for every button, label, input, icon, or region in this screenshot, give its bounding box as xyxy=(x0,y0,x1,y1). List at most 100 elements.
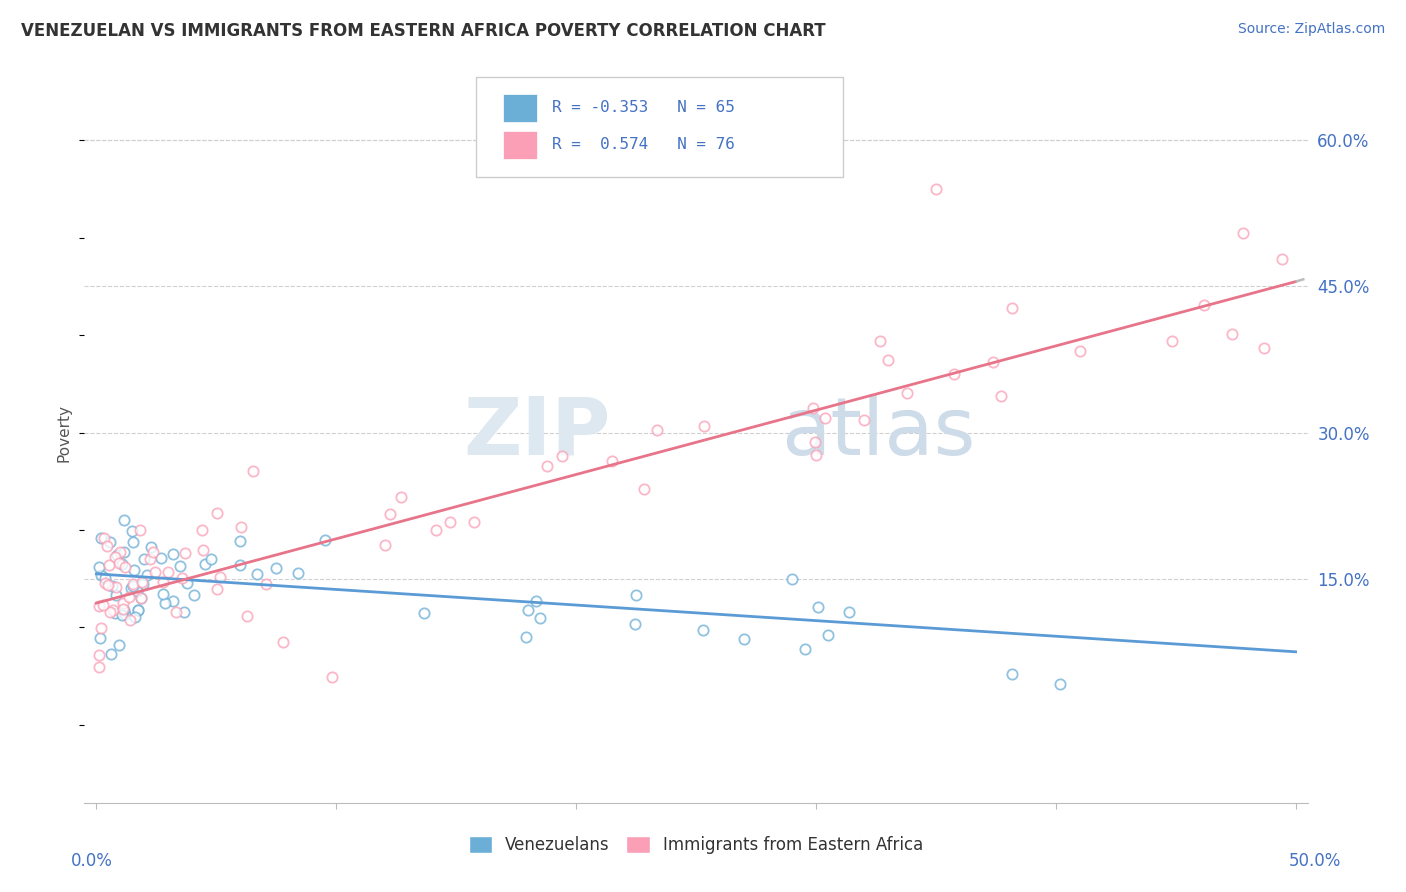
Point xyxy=(246,566,269,581)
Point xyxy=(145,565,167,579)
Point xyxy=(87,660,110,674)
Point xyxy=(536,458,558,473)
Point xyxy=(231,520,253,534)
Point xyxy=(162,594,184,608)
Point xyxy=(114,607,136,622)
Text: 0.0%: 0.0% xyxy=(70,852,112,870)
Point xyxy=(633,482,655,496)
Point xyxy=(876,352,898,367)
Point xyxy=(129,591,152,606)
Text: ZIP: ZIP xyxy=(463,393,610,472)
Point xyxy=(551,450,574,464)
Point xyxy=(122,577,145,591)
Point xyxy=(205,582,228,596)
Point xyxy=(264,561,287,575)
Point xyxy=(132,551,155,566)
Point xyxy=(254,577,277,591)
Point xyxy=(389,490,412,504)
Point xyxy=(804,435,827,450)
Point xyxy=(425,523,447,537)
Point xyxy=(314,533,336,547)
Point xyxy=(1069,343,1091,358)
Point xyxy=(118,590,141,604)
Point xyxy=(112,596,135,610)
Point xyxy=(1160,334,1182,348)
Point xyxy=(87,599,110,614)
Point xyxy=(804,448,827,462)
Point xyxy=(1192,298,1215,312)
Point xyxy=(692,623,714,637)
Point xyxy=(112,513,135,527)
Point xyxy=(139,552,162,566)
Point xyxy=(208,570,231,584)
Point xyxy=(121,535,143,549)
Point xyxy=(104,606,127,620)
Point xyxy=(191,542,214,557)
Point xyxy=(98,535,121,549)
Point xyxy=(814,411,837,425)
Point xyxy=(153,596,176,610)
Point xyxy=(125,584,148,599)
Point xyxy=(807,599,830,614)
Point xyxy=(111,608,134,623)
Point xyxy=(131,575,153,590)
Point xyxy=(517,602,540,616)
Text: atlas: atlas xyxy=(782,393,976,472)
Point xyxy=(104,550,127,565)
Point xyxy=(817,628,839,642)
Point xyxy=(733,632,755,646)
Point xyxy=(321,670,343,684)
Point xyxy=(380,508,402,522)
Point xyxy=(200,552,222,566)
Point xyxy=(129,523,152,537)
Point xyxy=(191,523,214,537)
Text: R =  0.574   N = 76: R = 0.574 N = 76 xyxy=(551,137,734,153)
Point xyxy=(207,506,229,520)
Point xyxy=(463,515,485,529)
Text: R = -0.353   N = 65: R = -0.353 N = 65 xyxy=(551,100,734,115)
Point xyxy=(97,578,120,592)
Point xyxy=(1253,342,1275,356)
Text: Source: ZipAtlas.com: Source: ZipAtlas.com xyxy=(1237,22,1385,37)
Point xyxy=(111,558,134,572)
Point xyxy=(94,575,117,590)
Point xyxy=(793,641,815,656)
Point xyxy=(623,617,645,632)
Point xyxy=(236,609,259,624)
Bar xyxy=(503,130,537,159)
Point xyxy=(112,545,135,559)
Point xyxy=(96,539,118,553)
Point xyxy=(1001,301,1024,316)
Point xyxy=(1220,326,1243,341)
Point xyxy=(122,563,145,577)
Point xyxy=(112,603,135,617)
Point xyxy=(98,605,121,619)
Point xyxy=(194,558,217,572)
Point xyxy=(118,613,141,627)
Point xyxy=(90,532,112,546)
Point xyxy=(105,549,128,563)
Point xyxy=(801,401,824,415)
Point xyxy=(838,605,860,619)
Point xyxy=(127,602,149,616)
Point xyxy=(129,591,152,606)
Point xyxy=(413,606,436,620)
Point xyxy=(100,647,122,661)
Point xyxy=(152,574,174,589)
Point xyxy=(94,571,117,585)
Point xyxy=(990,389,1012,403)
Point xyxy=(183,588,205,602)
Point xyxy=(869,334,891,348)
Point xyxy=(374,538,396,552)
Point xyxy=(111,601,134,615)
Point xyxy=(90,621,112,635)
Point xyxy=(780,573,803,587)
Point xyxy=(896,386,918,401)
Point xyxy=(162,547,184,561)
Point xyxy=(602,454,624,468)
Point xyxy=(87,559,110,574)
FancyBboxPatch shape xyxy=(475,78,842,178)
Text: 50.0%: 50.0% xyxy=(1288,852,1341,870)
Point xyxy=(981,355,1004,369)
Point xyxy=(169,559,191,574)
